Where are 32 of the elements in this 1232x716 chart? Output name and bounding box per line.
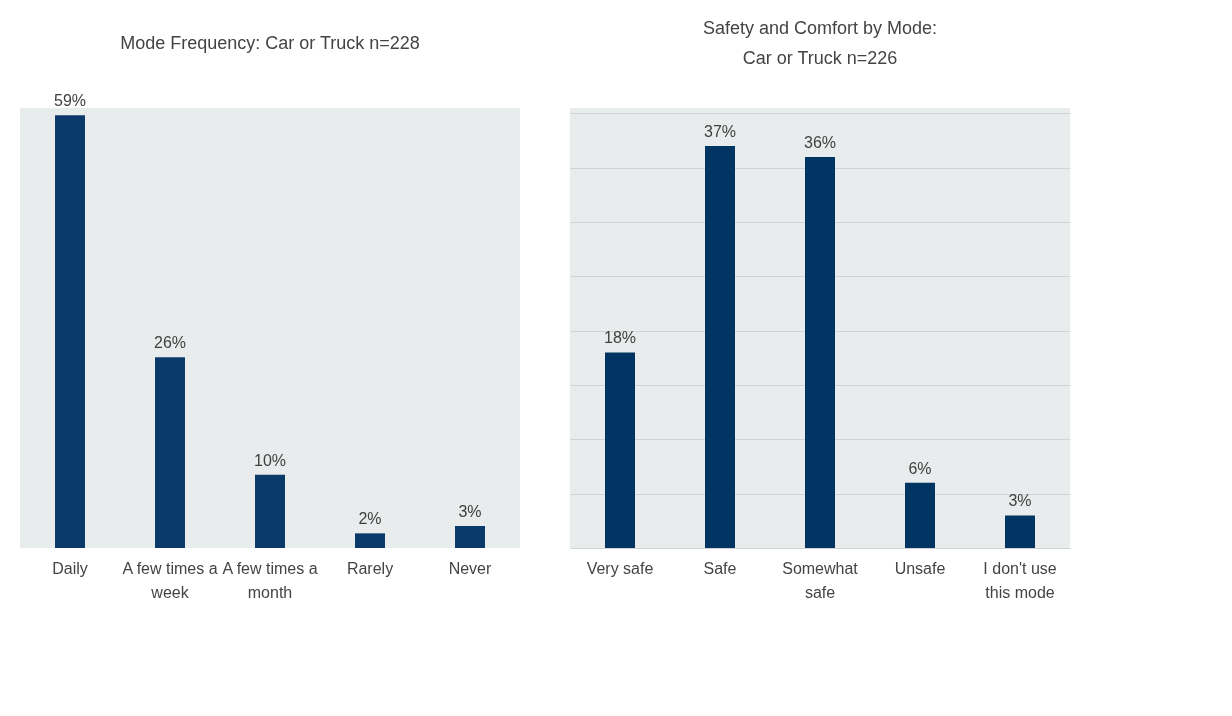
- chart-title: Mode Frequency: Car or Truck n=228: [120, 33, 420, 54]
- data-label: 3%: [1008, 492, 1032, 510]
- bar: [605, 352, 635, 548]
- chart-title: Safety and Comfort by Mode: Car or Truck n=226: [702, 18, 938, 68]
- x-tick-label: A few times a month: [222, 559, 318, 601]
- data-label: 59%: [53, 92, 87, 110]
- x-tick-label: Daily: [52, 559, 88, 577]
- bar: [1005, 515, 1035, 548]
- x-tick-label: Rarely: [346, 559, 394, 577]
- x-tick-label: Never: [448, 559, 493, 577]
- x-tick-label: A few times a week: [122, 559, 218, 601]
- data-label: 2%: [358, 510, 382, 528]
- data-label: 10%: [253, 451, 287, 469]
- x-tick-label: Very safe: [586, 559, 654, 577]
- data-label: 37%: [703, 123, 737, 141]
- bar: [155, 357, 185, 548]
- data-label: 6%: [908, 459, 932, 477]
- data-label: 26%: [153, 334, 187, 352]
- x-tick-label: Safe: [703, 559, 737, 577]
- bar: [905, 482, 935, 548]
- data-label: 36%: [803, 133, 837, 151]
- bar: [355, 533, 385, 548]
- data-label: 3%: [458, 503, 482, 520]
- x-tick-label: I don't use this mode: [983, 559, 1057, 601]
- bar: [55, 115, 85, 548]
- bar: [705, 146, 735, 548]
- bar: [255, 474, 285, 548]
- x-tick-label: Somewhat safe: [782, 559, 859, 601]
- x-tick-label: Unsafe: [894, 559, 946, 577]
- data-label: 18%: [603, 329, 637, 347]
- bar: [805, 156, 835, 548]
- bar: [455, 526, 485, 548]
